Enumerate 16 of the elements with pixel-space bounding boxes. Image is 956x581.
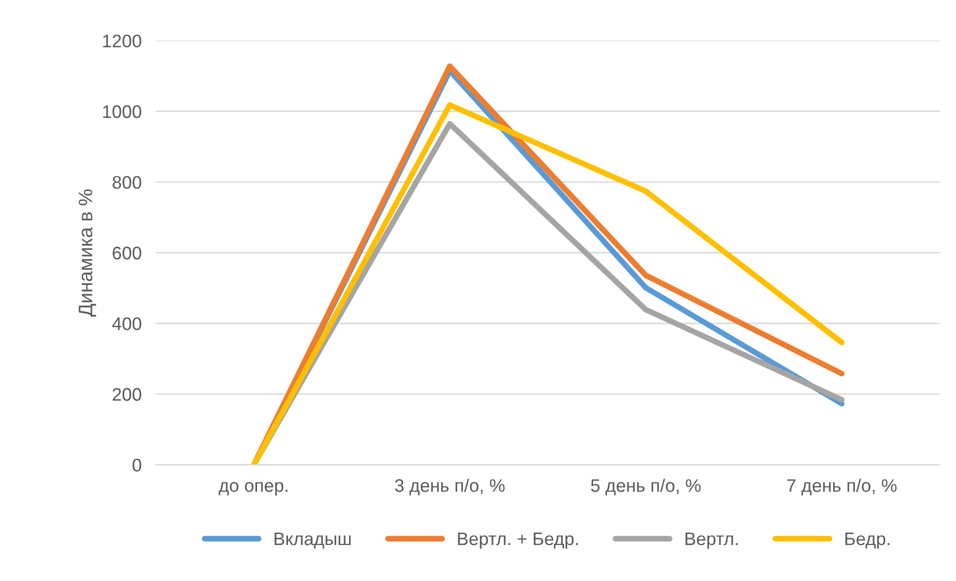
y-tick-label: 1200	[103, 34, 142, 48]
x-tick-label: 3 день п/о, %	[395, 478, 505, 496]
y-tick-label: 200	[112, 388, 142, 401]
y-tick-label: 600	[112, 246, 142, 260]
x-tick-label: 5 день п/о, %	[591, 478, 701, 496]
legend-label: Вкладыш	[274, 532, 351, 549]
x-tick-label: до опер.	[218, 482, 288, 496]
y-tick-label: 0	[132, 458, 142, 472]
y-tick-label: 400	[112, 317, 142, 330]
x-tick-label: 7 день п/о, %	[787, 478, 897, 496]
y-axis-title: Динамика в %	[78, 189, 96, 317]
y-tick-label: 800	[112, 176, 142, 189]
legend-label: Вертл. + Бедр.	[458, 532, 578, 549]
legend-label: Бедр.	[845, 532, 890, 549]
y-tick-label: 1000	[103, 105, 142, 118]
legend-label: Вертл.	[686, 532, 738, 549]
